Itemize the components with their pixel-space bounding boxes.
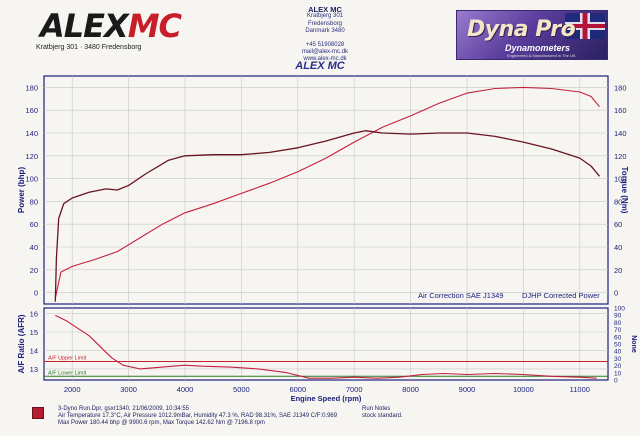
power-plot-frame [43, 75, 609, 305]
air-correction-annotation: Air Correction SAE J1349 [418, 291, 503, 300]
afr-series [55, 314, 597, 379]
torque-tick-label: 20 [614, 266, 622, 275]
none-tick-label: 20 [614, 363, 622, 370]
dynapro-logo: Dyna Pro Dynamometers Engineered & Manuf… [456, 10, 608, 60]
none-tick-label: 40 [614, 349, 622, 356]
none-tick-label: 60 [614, 334, 622, 341]
rpm-tick-label: 8000 [402, 385, 419, 394]
none-axis-label: None [630, 335, 637, 353]
dynapro-sub: Dynamometers [505, 43, 571, 53]
torque-y-ticks: 0 20 40 60 80 100 120 140 160 180 [614, 83, 627, 297]
contact-block: ALEX MC Kratbjerg 301 Fredensborg Danmar… [250, 6, 400, 64]
power-y-ticks: 0 20 40 60 80 100 120 140 160 180 [25, 83, 38, 297]
none-tick-label: 30 [614, 356, 622, 363]
afr-y-ticks: 13 14 15 16 [30, 310, 38, 374]
torque-tick-label: 80 [614, 197, 622, 206]
afr-tick-label: 16 [30, 310, 38, 319]
rpm-tick-label: 7000 [346, 385, 363, 394]
rpm-tick-label: 9000 [459, 385, 476, 394]
contact-name: ALEX MC [308, 5, 342, 14]
torque-tick-label: 180 [614, 83, 627, 92]
contact-city: Fredensborg [307, 20, 343, 27]
torque-series-line [54, 130, 601, 302]
run-color-swatch [32, 407, 44, 419]
contact-country: Danmark 3480 [305, 28, 345, 35]
afr-plot-frame [43, 307, 609, 381]
run-notes: Run Notes stock standard. [362, 406, 403, 420]
run-max-line: Max Power 180.44 bhp @ 9900.6 rpm, Max T… [58, 420, 265, 427]
rpm-axis-label: Engine Speed (rpm) [291, 394, 362, 403]
power-torque-chart: 0 20 40 60 80 100 120 140 160 180 0 20 40 60 80 100 120… [17, 75, 629, 305]
corrected-power-annotation: DJHP Corrected Power [522, 291, 600, 300]
afr-series-line [55, 314, 597, 379]
run-notes-label: Run Notes [362, 406, 391, 412]
none-tick-label: 50 [614, 342, 622, 349]
afr-limit-lines: A/F Upper Limit A/F Lower Limit [44, 356, 608, 377]
power-axis-label: Power (bhp) [17, 167, 26, 214]
afr-tick-label: 13 [30, 365, 38, 374]
page-title: ALEX MC [295, 60, 345, 72]
afr-axis-label: A/F Ratio (AFR) [17, 314, 26, 373]
power-tick-label: 160 [25, 106, 38, 115]
afr-limit-label: A/F Upper Limit [48, 356, 87, 362]
torque-tick-label: 0 [614, 289, 618, 298]
none-tick-label: 0 [614, 378, 618, 385]
power-torque-series [54, 86, 601, 302]
rpm-x-ticks: 2000 3000 4000 5000 6000 7000 8000 9000 10000 110… [64, 385, 590, 394]
run-legend-text: 3-Dyno Run.Dpr, gsxr1340, 21/06/2009, 10… [58, 406, 337, 428]
run-conditions-line: Air Temperature 17.3°C, Air Pressure 101… [58, 413, 338, 420]
none-tick-label: 100 [614, 306, 625, 313]
rpm-tick-label: 2000 [64, 385, 81, 394]
header: ALEXMC Kratbjerg 301 · 3480 Fredensborg … [0, 0, 640, 80]
rpm-tick-label: 11000 [570, 385, 590, 394]
power-tick-label: 120 [25, 152, 38, 161]
none-tick-label: 10 [614, 370, 622, 377]
none-tick-label: 80 [614, 320, 622, 327]
power-tick-label: 40 [30, 243, 38, 252]
power-series-line [54, 86, 600, 299]
torque-tick-label: 140 [614, 129, 627, 138]
afr-limit-label: A/F Lower Limit [48, 370, 87, 376]
power-tick-label: 140 [25, 129, 38, 138]
contact-mail: mail@alex-mc.dk [301, 49, 349, 56]
power-grid [44, 76, 608, 304]
rpm-tick-label: 5000 [233, 385, 250, 394]
dynapro-word: Dyna Pro [467, 17, 576, 42]
torque-axis-label: Torque (Nm) [620, 167, 629, 214]
rpm-tick-label: 6000 [289, 385, 306, 394]
torque-tick-label: 120 [614, 152, 627, 161]
contact-phone: +45 51908028 [305, 41, 345, 48]
afr-tick-label: 14 [30, 346, 38, 355]
power-tick-label: 0 [34, 289, 38, 298]
torque-tick-label: 160 [614, 106, 627, 115]
torque-tick-label: 60 [614, 220, 622, 229]
none-tick-label: 70 [614, 327, 622, 334]
power-tick-label: 180 [25, 83, 38, 92]
power-tick-label: 60 [30, 220, 38, 229]
power-tick-label: 100 [25, 175, 38, 184]
afr-grid [44, 308, 608, 380]
none-tick-label: 90 [614, 313, 622, 320]
contact-web: www.alex-mc.dk [303, 56, 347, 63]
dynapro-tagline: Engineered & Manufactured in The UK [507, 53, 576, 58]
alexmc-logo: ALEXMC Kratbjerg 301 · 3480 Fredensborg [30, 8, 220, 56]
run-file-line: 3-Dyno Run.Dpr, gsxr1340, 21/06/2009, 10… [58, 406, 190, 412]
rpm-tick-label: 4000 [177, 385, 194, 394]
torque-tick-label: 100 [614, 175, 627, 184]
run-notes-text: stock standard. [362, 413, 403, 420]
union-flag-icon [565, 13, 605, 39]
torque-tick-label: 40 [614, 243, 622, 252]
power-tick-label: 80 [30, 197, 38, 206]
rpm-tick-label: 10000 [513, 385, 534, 394]
afr-tick-label: 15 [30, 328, 38, 337]
alexmc-logo-word: ALEXMC [40, 7, 182, 45]
power-tick-label: 20 [30, 266, 38, 275]
rpm-tick-label: 3000 [120, 385, 137, 394]
logo-address: Kratbjerg 301 · 3480 Fredensborg [36, 44, 142, 51]
contact-street: Kratbjerg 301 [306, 13, 344, 20]
